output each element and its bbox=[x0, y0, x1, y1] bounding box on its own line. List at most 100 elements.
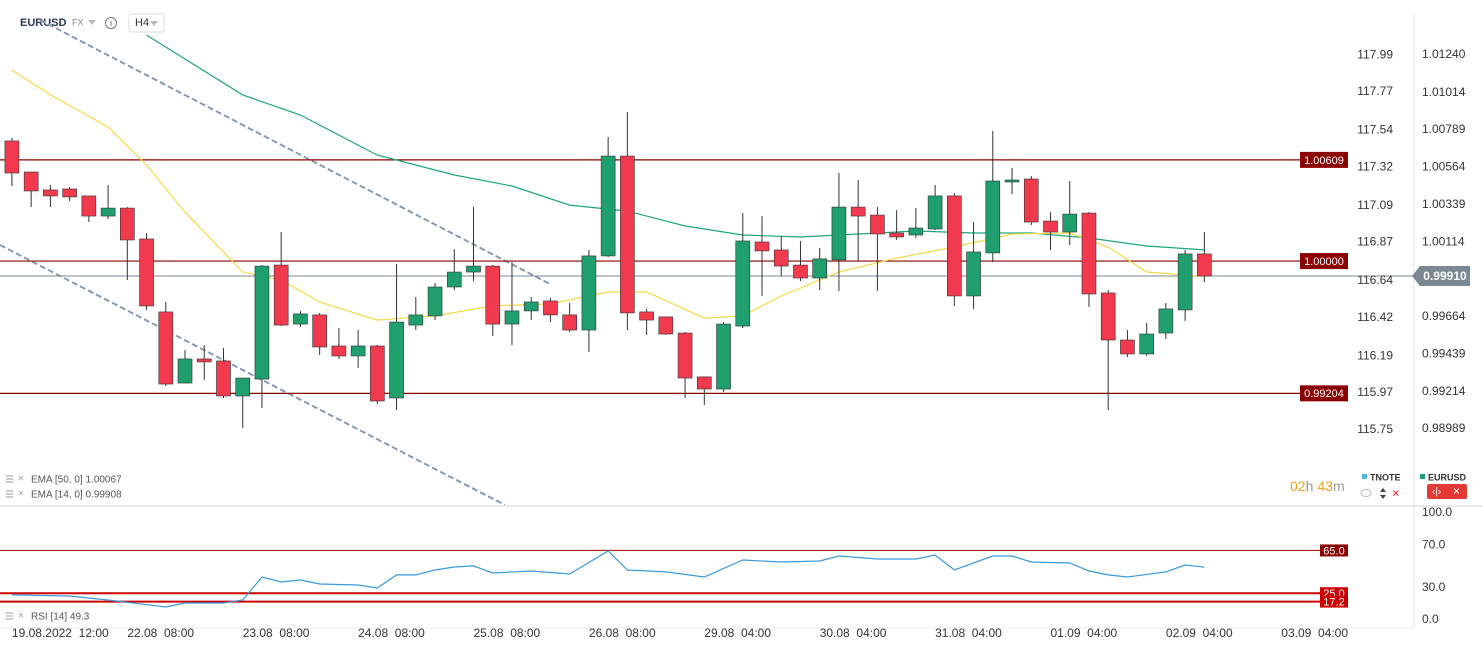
y-tick-label: 1.00789 bbox=[1422, 122, 1466, 136]
candle-body bbox=[1043, 220, 1058, 233]
info-icon[interactable] bbox=[105, 17, 117, 29]
y2-tick-label: 117.77 bbox=[1357, 84, 1393, 98]
close-icon[interactable]: × bbox=[18, 474, 24, 485]
candle-body bbox=[312, 314, 327, 348]
y2-tick-label: 115.75 bbox=[1357, 422, 1393, 436]
close-icon[interactable]: × bbox=[18, 489, 24, 500]
candle-body bbox=[427, 286, 443, 317]
candle-body bbox=[466, 265, 481, 273]
candle-body bbox=[581, 255, 597, 331]
timeframe-select[interactable] bbox=[128, 13, 165, 33]
y-tick-label: 0.98989 bbox=[1422, 421, 1466, 435]
candle-body bbox=[966, 251, 981, 297]
candle-body bbox=[927, 195, 943, 230]
candle-body bbox=[812, 258, 828, 279]
candle-body bbox=[1158, 308, 1174, 334]
candle-body bbox=[1004, 179, 1020, 183]
candle-body bbox=[254, 265, 270, 380]
rsi-level-box bbox=[1320, 544, 1348, 557]
candle-body bbox=[4, 140, 20, 174]
candle-body bbox=[293, 313, 308, 325]
remove-icon[interactable]: × bbox=[1392, 485, 1400, 500]
series-remove[interactable]: × bbox=[1453, 484, 1460, 498]
y-tick-label: 0.99664 bbox=[1422, 309, 1466, 323]
plot-area bbox=[0, 34, 1414, 428]
legend-controls: × ‹|› × bbox=[1360, 484, 1467, 500]
candle-body bbox=[523, 301, 539, 312]
candle-body bbox=[677, 332, 693, 379]
candle-body bbox=[43, 189, 58, 197]
rsi-level-label: 65.0 bbox=[1323, 545, 1344, 557]
candle-body bbox=[1197, 253, 1212, 277]
candle-body bbox=[1177, 253, 1193, 311]
last-price-label: 0.99910 bbox=[1423, 269, 1467, 283]
candle-body bbox=[870, 214, 885, 235]
order-icon[interactable] bbox=[1380, 488, 1386, 499]
level-label: 0.99204 bbox=[1304, 388, 1344, 400]
y-tick-label: 70.0 bbox=[1422, 537, 1446, 551]
level-label: 1.00609 bbox=[1304, 155, 1344, 167]
y2-tick-label: 116.64 bbox=[1357, 273, 1393, 287]
candle-body bbox=[1062, 213, 1078, 233]
y2-tick-label: 116.42 bbox=[1357, 310, 1393, 324]
x-tick-label: 26.08 08:00 bbox=[589, 626, 656, 640]
y2-tick-label: 117.54 bbox=[1357, 123, 1393, 137]
candle-body bbox=[889, 232, 904, 238]
candle-body bbox=[831, 206, 847, 261]
candle-body bbox=[350, 345, 366, 357]
x-tick-label: 01.09 04:00 bbox=[1050, 626, 1117, 640]
candle-body bbox=[504, 310, 520, 325]
menu-icon[interactable] bbox=[6, 490, 13, 498]
candle-body bbox=[23, 171, 39, 192]
candle-body bbox=[716, 323, 731, 390]
candle-body bbox=[177, 358, 193, 384]
timeframe-arrow bbox=[150, 21, 158, 26]
dropdown-arrow[interactable] bbox=[88, 20, 96, 25]
level-label: 1.00000 bbox=[1304, 256, 1344, 268]
candle-body bbox=[697, 376, 712, 390]
trendline[interactable] bbox=[0, 244, 506, 505]
y-tick-label: 1.00114 bbox=[1422, 234, 1465, 248]
y2-tick-label: 117.99 bbox=[1357, 47, 1393, 61]
countdown-hours: 02 bbox=[1290, 478, 1306, 494]
x-tick-label: 19.08.2022 12:00 bbox=[12, 626, 109, 640]
series-icon: ‹|› bbox=[1432, 487, 1441, 498]
candle-body bbox=[735, 240, 751, 327]
candle-body bbox=[139, 238, 154, 307]
candle-body bbox=[1081, 212, 1097, 295]
legend-swatch bbox=[1420, 474, 1425, 479]
menu-icon[interactable] bbox=[6, 612, 13, 620]
countdown-minutes: 43 bbox=[1317, 478, 1333, 494]
series-button[interactable] bbox=[1427, 484, 1467, 499]
candle-body bbox=[120, 207, 135, 241]
candle-body bbox=[331, 345, 347, 357]
x-tick-label: 25.08 08:00 bbox=[474, 626, 541, 640]
y-tick-label: 1.00339 bbox=[1422, 197, 1466, 211]
close-icon[interactable]: × bbox=[18, 611, 24, 622]
level-label-box bbox=[1300, 253, 1348, 270]
timeframe: H4 bbox=[135, 17, 149, 29]
x-tick-label: 30.08 04:00 bbox=[820, 626, 887, 640]
y-tick-label: 0.99214 bbox=[1422, 384, 1466, 398]
candle-body bbox=[985, 180, 1001, 254]
candle-body bbox=[273, 264, 289, 326]
candle-body bbox=[562, 314, 577, 331]
candle-body bbox=[773, 249, 789, 267]
x-tick-label: 29.08 04:00 bbox=[704, 626, 771, 640]
trendline[interactable] bbox=[39, 19, 551, 285]
x-tick-label: 31.08 04:00 bbox=[935, 626, 1002, 640]
candle-body bbox=[485, 265, 501, 325]
countdown-unit: m bbox=[1333, 478, 1345, 494]
symbol: EURUSD bbox=[20, 17, 67, 29]
eye-icon[interactable] bbox=[1360, 489, 1372, 497]
candle-body bbox=[1139, 333, 1154, 355]
x-tick-label: 22.08 08:00 bbox=[127, 626, 194, 640]
rsi-level-label: 17.2 bbox=[1323, 596, 1344, 608]
candle-body bbox=[850, 206, 866, 217]
menu-icon[interactable] bbox=[6, 475, 13, 483]
level-label-box bbox=[1300, 151, 1348, 168]
x-tick-label: 02.09 04:00 bbox=[1166, 626, 1233, 640]
